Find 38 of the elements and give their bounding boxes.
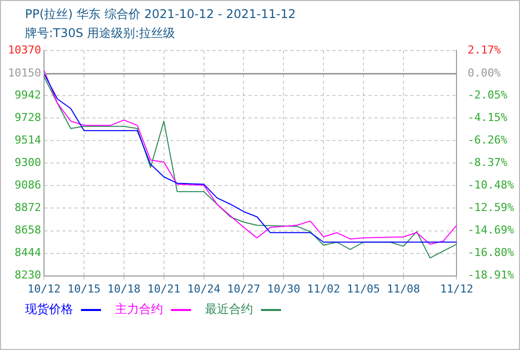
x-tick-label: 10/27 — [227, 282, 260, 296]
y-tick-label: 8444 — [14, 246, 42, 260]
y2-tick-label: -2.05% — [468, 88, 508, 102]
x-tick-label: 10/24 — [187, 282, 221, 296]
y2-tick-label: -8.37% — [468, 156, 508, 170]
legend-label: 最近合约 — [205, 302, 253, 316]
y-tick-label: 8230 — [14, 268, 42, 282]
x-tick-label: 10/12 — [28, 282, 61, 296]
legend-label: 现货价格 — [25, 302, 73, 316]
y2-tick-label: -12.59% — [468, 201, 514, 214]
y2-tick-label: -10.48% — [468, 178, 514, 192]
x-tick-label: 11/02 — [307, 282, 340, 296]
y2-tick-label: 0.00% — [468, 66, 502, 80]
y-tick-label: 9728 — [14, 111, 42, 124]
y-tick-label: 9300 — [14, 156, 42, 170]
chart-subtitle: 牌号:T30S 用途级别:拉丝级 — [25, 25, 176, 42]
x-tick-label: 10/21 — [147, 282, 180, 296]
y-tick-label: 9514 — [14, 134, 42, 147]
y-tick-label: 10150 — [8, 66, 42, 80]
y2-tick-label: 2.17% — [468, 43, 502, 56]
y-tick-label: 8872 — [14, 201, 42, 214]
y-tick-label: 9942 — [14, 88, 42, 102]
y2-tick-label: -4.15% — [468, 110, 508, 124]
y2-tick-label: -16.80% — [468, 246, 514, 260]
x-tick-label: 11/12 — [440, 282, 474, 296]
y2-tick-label: -14.69% — [468, 224, 514, 237]
x-tick-label: 11/08 — [386, 282, 420, 296]
x-tick-label: 10/18 — [107, 282, 141, 296]
x-tick-label: 11/05 — [346, 282, 380, 296]
y-tick-label: 10370 — [8, 43, 42, 56]
chart-title: PP(拉丝) 华东 综合价 2021-10-12 - 2021-11-12 — [25, 6, 296, 23]
y2-tick-label: -18.91% — [468, 268, 514, 282]
y2-tick-label: -6.26% — [468, 134, 508, 147]
y-tick-label: 9086 — [14, 178, 42, 192]
legend-label: 主力合约 — [115, 302, 163, 316]
x-tick-label: 10/30 — [267, 282, 300, 296]
x-tick-label: 10/15 — [67, 282, 101, 296]
y-tick-label: 8658 — [14, 224, 42, 237]
